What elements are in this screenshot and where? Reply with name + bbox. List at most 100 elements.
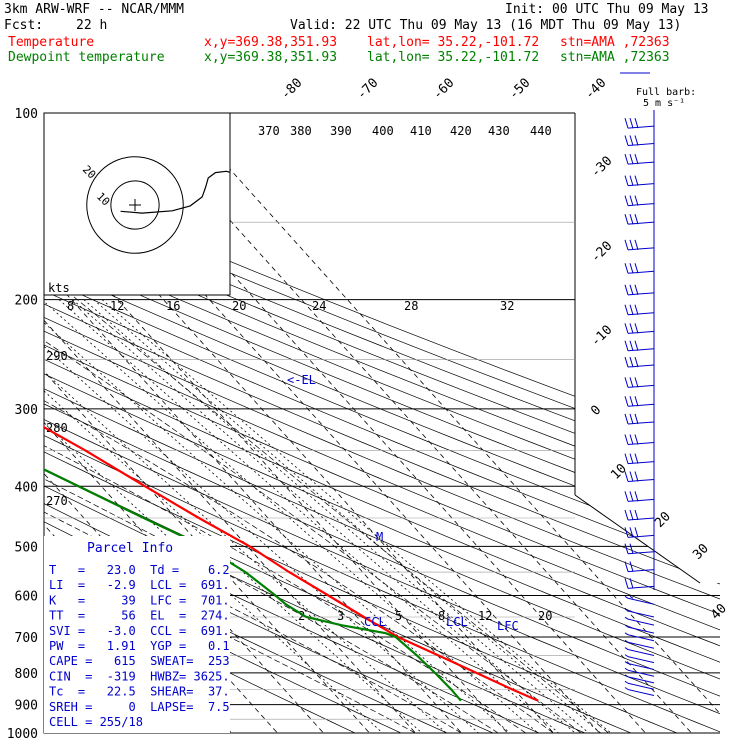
isotherm-label: 30	[690, 541, 712, 563]
wind-barb-flag	[634, 153, 639, 165]
wind-barb	[627, 656, 655, 664]
wind-barb-flag	[624, 356, 629, 368]
wind-barb	[627, 348, 655, 352]
dewpoint-xy: x,y=369.38,351.93	[204, 50, 338, 65]
wind-barb	[627, 669, 655, 677]
wind-barb	[627, 183, 655, 187]
wind-barb-flag	[634, 304, 639, 315]
wind-barb-flag	[629, 377, 634, 388]
pressure-label: 100	[15, 107, 38, 122]
wind-barb-flag	[624, 304, 629, 315]
wind-barb	[627, 551, 655, 555]
wind-barb	[627, 676, 655, 684]
model-title: 3km ARW-WRF -- NCAR/MMM	[4, 2, 185, 17]
temperature-legend: Temperature	[8, 35, 95, 50]
wind-barb-flag	[629, 117, 634, 129]
wind-barb-flag	[634, 239, 639, 250]
wind-barb-flag	[629, 214, 634, 225]
wind-barb	[627, 403, 655, 407]
isotherm-label: -40	[582, 76, 609, 103]
theta-label: 410	[410, 124, 432, 138]
wind-barb	[627, 442, 655, 446]
dewpoint-latlon: lat,lon= 35.22,-101.72	[367, 50, 540, 65]
mixing-ratio-label: 5	[395, 609, 402, 623]
wind-barb-flag	[624, 595, 629, 599]
wind-barb-flag	[629, 263, 634, 274]
mixing-ratio-label: 28	[404, 299, 418, 313]
pressure-label: 400	[15, 480, 38, 495]
wind-barb-flag	[634, 323, 639, 334]
theta-label: 380	[290, 124, 312, 138]
wind-barb-flag	[624, 661, 629, 664]
hodograph-ring	[110, 180, 160, 230]
pressure-label: 1000	[7, 727, 38, 740]
isotherm-line	[44, 113, 324, 733]
wind-barb-flag	[629, 323, 634, 334]
hodograph-trace	[120, 170, 230, 214]
wind-barb	[627, 634, 655, 642]
wind-barb	[627, 384, 655, 388]
hodograph-unit: kts	[48, 281, 70, 295]
wind-barb-flag	[629, 340, 634, 351]
isotherm-line	[0, 113, 1, 733]
theta-label: 270	[46, 494, 68, 508]
wind-barb-flag	[624, 639, 629, 643]
wind-barb-flag	[624, 632, 629, 636]
moist-adiabat	[44, 270, 554, 733]
wind-barb	[627, 682, 655, 690]
ccl-marker: CCL	[364, 615, 386, 629]
init-time: Init: 00 UTC Thu 09 May 13	[505, 2, 709, 17]
parcel-info-panel: Parcel Info T = 23.0 Td = 6.2LI = -2.9 LC…	[44, 536, 230, 733]
fcst-label: Fcst:	[4, 18, 44, 33]
theta-label: 370	[258, 124, 280, 138]
isotherm-label: -10	[588, 323, 615, 350]
mixing-ratio-line	[44, 299, 479, 733]
moist-adiabat	[44, 271, 582, 733]
parcel-info-row: Tc = 22.5 SHEAR= 37.	[49, 685, 230, 699]
wind-barb-flag	[624, 509, 629, 521]
wind-barb-flag	[624, 396, 629, 407]
fcst-value: 22 h	[76, 18, 108, 33]
mixing-ratio-label: 20	[232, 299, 246, 313]
isotherm-label: 20	[652, 509, 674, 531]
dewpoint-station: stn=AMA ,72363	[560, 50, 670, 65]
hodograph-ring	[86, 156, 184, 254]
wind-barb-flag	[634, 491, 639, 502]
wind-barb-flag	[634, 135, 639, 146]
wind-barb-flag	[629, 578, 634, 589]
pressure-label: 900	[15, 699, 38, 714]
wind-barb-flag	[624, 608, 629, 612]
temperature-latlon: lat,lon= 35.22,-101.72	[367, 35, 540, 50]
wind-barb-flag	[624, 284, 629, 295]
isotherm-label: -50	[506, 76, 533, 103]
isotherm-label: 40	[708, 601, 730, 623]
isotherm-label: -80	[278, 76, 305, 103]
parcel-info-row: SVI = -3.0 CCL = 691.	[49, 624, 230, 638]
wind-barb-flag	[629, 509, 634, 521]
annotations: <-EL CCL LCL LFC M	[287, 373, 519, 633]
wind-barb-flag	[624, 340, 629, 351]
wind-barb-flag	[624, 687, 629, 690]
isotherm-line	[44, 113, 416, 733]
parcel-info-title: Parcel Info	[87, 541, 173, 556]
wind-barb	[627, 461, 655, 465]
wind-barb-flag	[624, 674, 629, 678]
moist-adiabat	[44, 270, 499, 733]
mixing-ratio-label: 3	[337, 609, 344, 623]
temperature-profile	[44, 113, 539, 702]
wind-barb-flag	[624, 117, 629, 129]
wind-barb	[627, 478, 655, 482]
wind-barb-flag	[629, 153, 634, 165]
valid-time: Valid: 22 UTC Thu 09 May 13 (16 MDT Thu …	[290, 18, 682, 33]
wind-barb	[627, 663, 655, 671]
wind-barb-flag	[624, 578, 629, 589]
wind-barb-flag	[634, 340, 639, 351]
wind-barb-flag	[624, 680, 629, 684]
wind-barb-flag	[624, 667, 629, 671]
wind-barb	[627, 534, 655, 538]
parcel-info-row: SREH = 0 LAPSE= 7.5	[49, 700, 230, 714]
parcel-panel-background	[44, 536, 230, 733]
mixing-ratio-label: 32	[500, 299, 514, 313]
